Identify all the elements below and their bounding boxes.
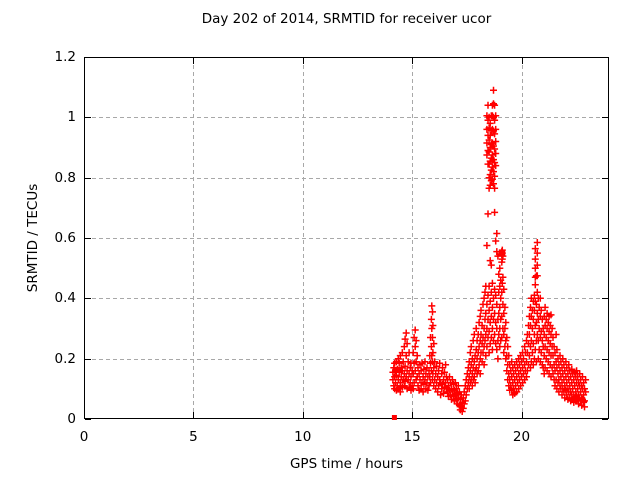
scatter-plot bbox=[84, 57, 609, 420]
x-tick-label: 0 bbox=[79, 429, 89, 445]
y-tick-label: 0.4 bbox=[54, 290, 76, 307]
x-axis-label: GPS time / hours bbox=[289, 456, 404, 472]
y-tick-label: 1 bbox=[67, 109, 76, 126]
y-tick-label: 0.8 bbox=[54, 169, 76, 186]
y-tick-label: 0.6 bbox=[54, 230, 76, 246]
data-points bbox=[389, 86, 590, 415]
y-tick-label: 1.2 bbox=[54, 49, 76, 65]
plot-area bbox=[84, 57, 609, 420]
x-tick-label: 5 bbox=[189, 429, 198, 445]
grid-lines bbox=[85, 58, 608, 418]
tick-marks bbox=[84, 57, 608, 420]
x-tick-label: 20 bbox=[512, 429, 531, 445]
data-point-square bbox=[391, 414, 397, 420]
y-tick-label: 0 bbox=[67, 411, 76, 427]
y-tick-label: 0.2 bbox=[54, 350, 76, 367]
x-tick-label: 10 bbox=[294, 429, 312, 445]
plot-border bbox=[84, 57, 609, 419]
chart-title: Day 202 of 2014, SRMTID for receiver uco… bbox=[201, 11, 492, 27]
x-tick-label: 15 bbox=[403, 429, 421, 445]
